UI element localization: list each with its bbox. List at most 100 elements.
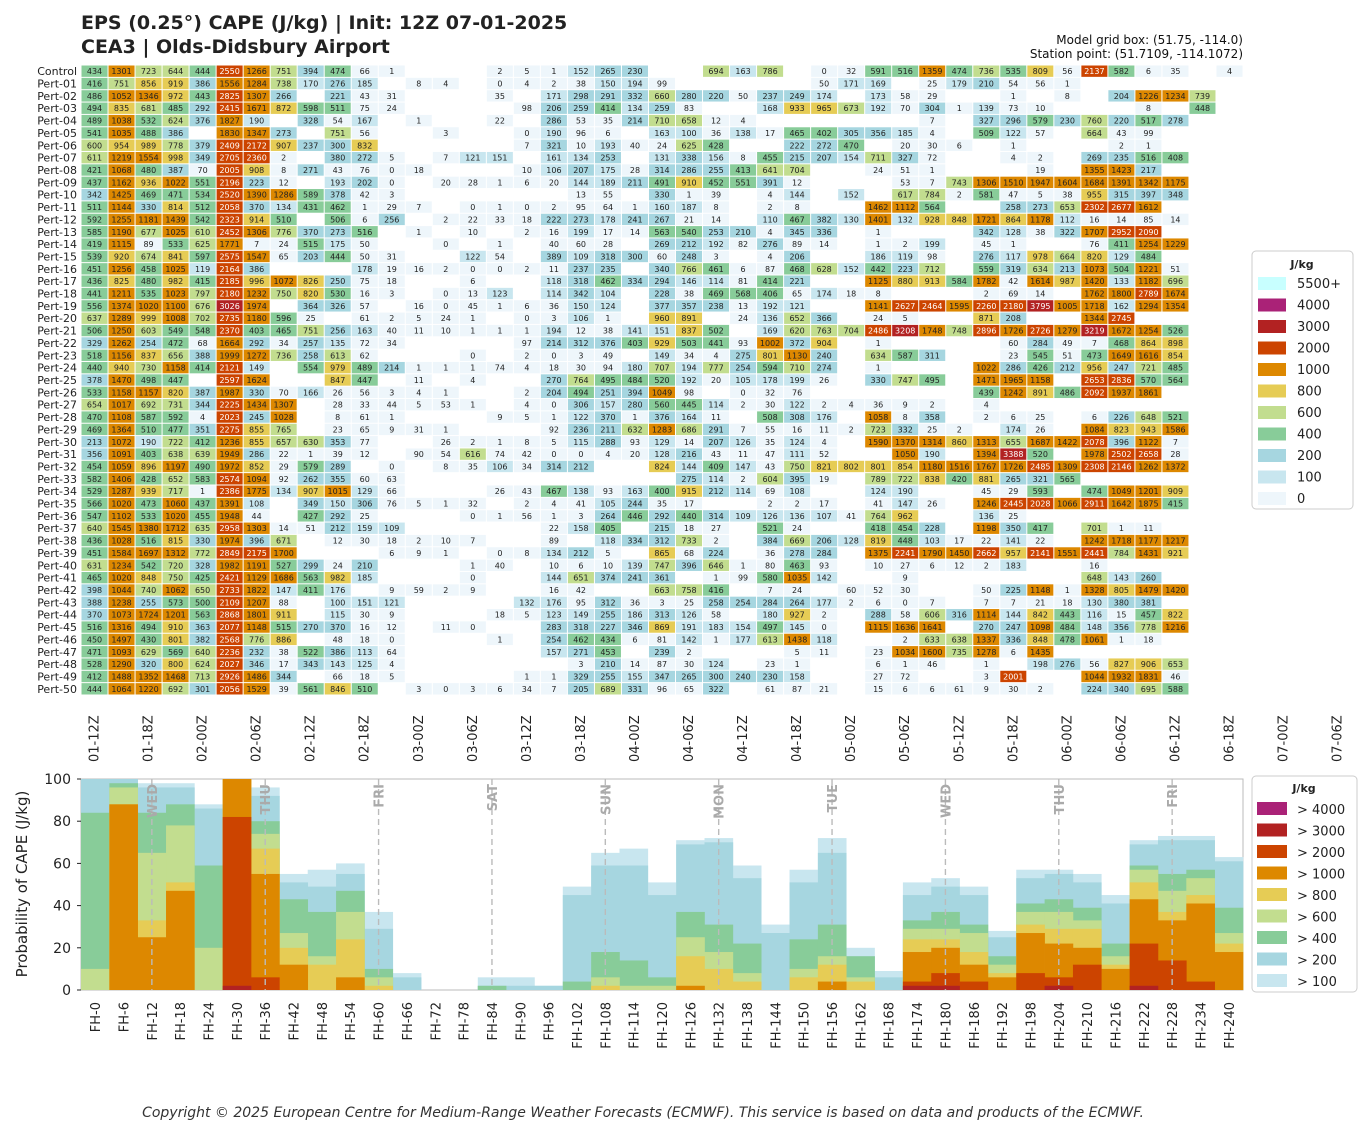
heat-cell — [946, 324, 973, 337]
heat-cell — [865, 324, 892, 337]
heat-value: 16 — [549, 586, 559, 595]
heat-value: 1 — [741, 561, 746, 570]
heat-value: 3 — [470, 685, 475, 694]
heat-value: 631 — [87, 561, 102, 570]
heat-cell — [811, 151, 838, 164]
heat-value: 1072 — [111, 438, 131, 447]
heat-value: 457 — [1141, 611, 1156, 620]
heat-cell — [648, 337, 676, 349]
heat-cell — [648, 559, 676, 571]
heat-cell — [1081, 609, 1108, 621]
heatmap-x-tick: 04-18Z — [790, 715, 805, 762]
heat-cell — [1081, 337, 1108, 349]
heat-value: 43 — [765, 462, 775, 471]
heat-cell — [567, 436, 594, 448]
legend-label: 1000 — [1297, 363, 1330, 378]
heat-cell — [162, 213, 189, 226]
heat-cell — [351, 534, 378, 547]
heat-value: 441 — [87, 290, 102, 299]
heat-value: 451 — [87, 265, 102, 274]
heat-value: 474 — [952, 67, 967, 76]
heat-value: 118 — [816, 635, 831, 644]
heat-cell — [459, 151, 486, 164]
probability-bar — [874, 977, 904, 990]
heat-value: 171 — [546, 92, 561, 101]
heat-value: 288 — [871, 611, 886, 620]
heat-cell — [892, 250, 919, 263]
heat-value: 30 — [765, 401, 775, 410]
heat-value: 750 — [168, 574, 183, 583]
heat-cell — [703, 337, 730, 349]
y-tick-label: 60 — [53, 856, 71, 872]
heat-value: 1775 — [246, 487, 266, 496]
heat-cell — [162, 522, 189, 534]
heat-cell — [784, 411, 811, 423]
heat-value: 6 — [362, 215, 367, 224]
heat-value: 1201 — [1138, 487, 1158, 496]
heat-cell — [757, 547, 784, 559]
heat-value: 87 — [792, 685, 802, 694]
heat-value: 784 — [925, 191, 940, 200]
heat-cell — [1000, 485, 1027, 497]
heat-value: 391 — [762, 178, 777, 187]
heat-value: 61 — [360, 314, 370, 323]
heat-cell — [216, 436, 243, 448]
heat-cell — [676, 596, 703, 609]
legend-swatch — [1258, 277, 1286, 290]
heat-cell — [865, 226, 892, 238]
heat-value: 832 — [357, 141, 372, 150]
heat-value: 26 — [1035, 425, 1045, 434]
heat-cell — [135, 522, 162, 534]
heat-cell — [270, 547, 297, 559]
heat-value: 158 — [573, 524, 588, 533]
member-label: Pert-18 — [37, 288, 77, 301]
probability-bar — [477, 985, 507, 990]
heat-value: 1254 — [1138, 327, 1158, 336]
heat-value: 7 — [768, 586, 773, 595]
heat-value: 566 — [87, 500, 102, 509]
heat-cell — [676, 436, 703, 448]
heat-cell — [270, 559, 297, 571]
heat-value: 20 — [549, 178, 559, 187]
heat-value: 276 — [762, 240, 777, 249]
heat-value: 694 — [708, 67, 723, 76]
heat-cell — [676, 621, 703, 633]
heat-cell — [648, 349, 676, 361]
heat-value: 455 — [762, 154, 777, 163]
heat-cell — [1027, 448, 1054, 460]
heat-value: 784 — [1114, 549, 1129, 558]
heat-cell — [838, 102, 865, 114]
heat-value: 637 — [87, 314, 102, 323]
heat-cell — [865, 238, 892, 250]
heat-cell — [946, 423, 973, 436]
heat-cell — [243, 646, 270, 658]
heat-cell — [81, 102, 108, 114]
y-tick-label: 100 — [44, 772, 71, 788]
heat-cell — [1081, 423, 1108, 436]
heat-cell — [1081, 485, 1108, 497]
heat-value: 43 — [333, 166, 343, 175]
heat-value: 465 — [276, 327, 291, 336]
member-label: Pert-19 — [37, 300, 77, 313]
heat-value: 520 — [654, 376, 669, 385]
x-tick-label: FH-162 — [854, 1002, 869, 1049]
heat-value: 776 — [249, 635, 264, 644]
heat-cell — [351, 90, 378, 102]
heat-cell — [459, 361, 486, 374]
heat-value: 72 — [927, 154, 937, 163]
heat-value: 617 — [898, 191, 913, 200]
heat-cell — [459, 263, 486, 275]
heat-cell — [621, 485, 648, 497]
heat-cell — [1027, 584, 1054, 596]
heat-value: 129 — [357, 487, 372, 496]
heat-cell — [1000, 361, 1027, 374]
heat-cell — [1081, 596, 1108, 609]
heat-value: 180 — [762, 611, 777, 620]
heat-cell — [811, 312, 838, 324]
heat-cell — [811, 399, 838, 411]
heat-value: 370 — [87, 611, 102, 620]
heat-value: 204 — [546, 388, 561, 397]
heat-cell — [946, 213, 973, 226]
heat-value: 2 — [524, 500, 529, 509]
member-label: Pert-17 — [37, 275, 77, 288]
